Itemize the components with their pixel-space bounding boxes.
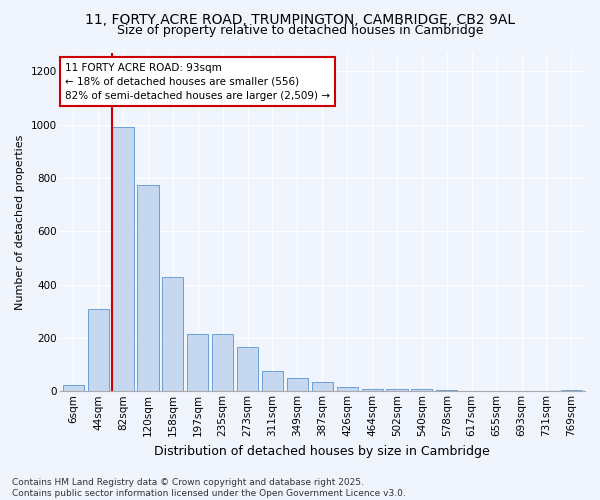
Bar <box>262 372 283 392</box>
Bar <box>112 127 134 392</box>
Bar <box>62 384 84 392</box>
Bar <box>337 388 358 392</box>
Bar <box>312 382 333 392</box>
Bar <box>412 389 433 392</box>
Text: 11, FORTY ACRE ROAD, TRUMPINGTON, CAMBRIDGE, CB2 9AL: 11, FORTY ACRE ROAD, TRUMPINGTON, CAMBRI… <box>85 12 515 26</box>
Bar <box>212 334 233 392</box>
Bar <box>237 348 258 392</box>
Bar <box>187 334 208 392</box>
Bar <box>163 276 184 392</box>
Bar <box>436 390 457 392</box>
Text: Size of property relative to detached houses in Cambridge: Size of property relative to detached ho… <box>117 24 483 37</box>
Bar <box>287 378 308 392</box>
Text: 11 FORTY ACRE ROAD: 93sqm
← 18% of detached houses are smaller (556)
82% of semi: 11 FORTY ACRE ROAD: 93sqm ← 18% of detac… <box>65 62 330 100</box>
Text: Contains HM Land Registry data © Crown copyright and database right 2025.
Contai: Contains HM Land Registry data © Crown c… <box>12 478 406 498</box>
Bar <box>88 308 109 392</box>
Bar <box>386 389 407 392</box>
Bar <box>561 390 582 392</box>
Y-axis label: Number of detached properties: Number of detached properties <box>15 134 25 310</box>
Bar <box>362 388 383 392</box>
Bar <box>137 184 158 392</box>
X-axis label: Distribution of detached houses by size in Cambridge: Distribution of detached houses by size … <box>154 444 490 458</box>
